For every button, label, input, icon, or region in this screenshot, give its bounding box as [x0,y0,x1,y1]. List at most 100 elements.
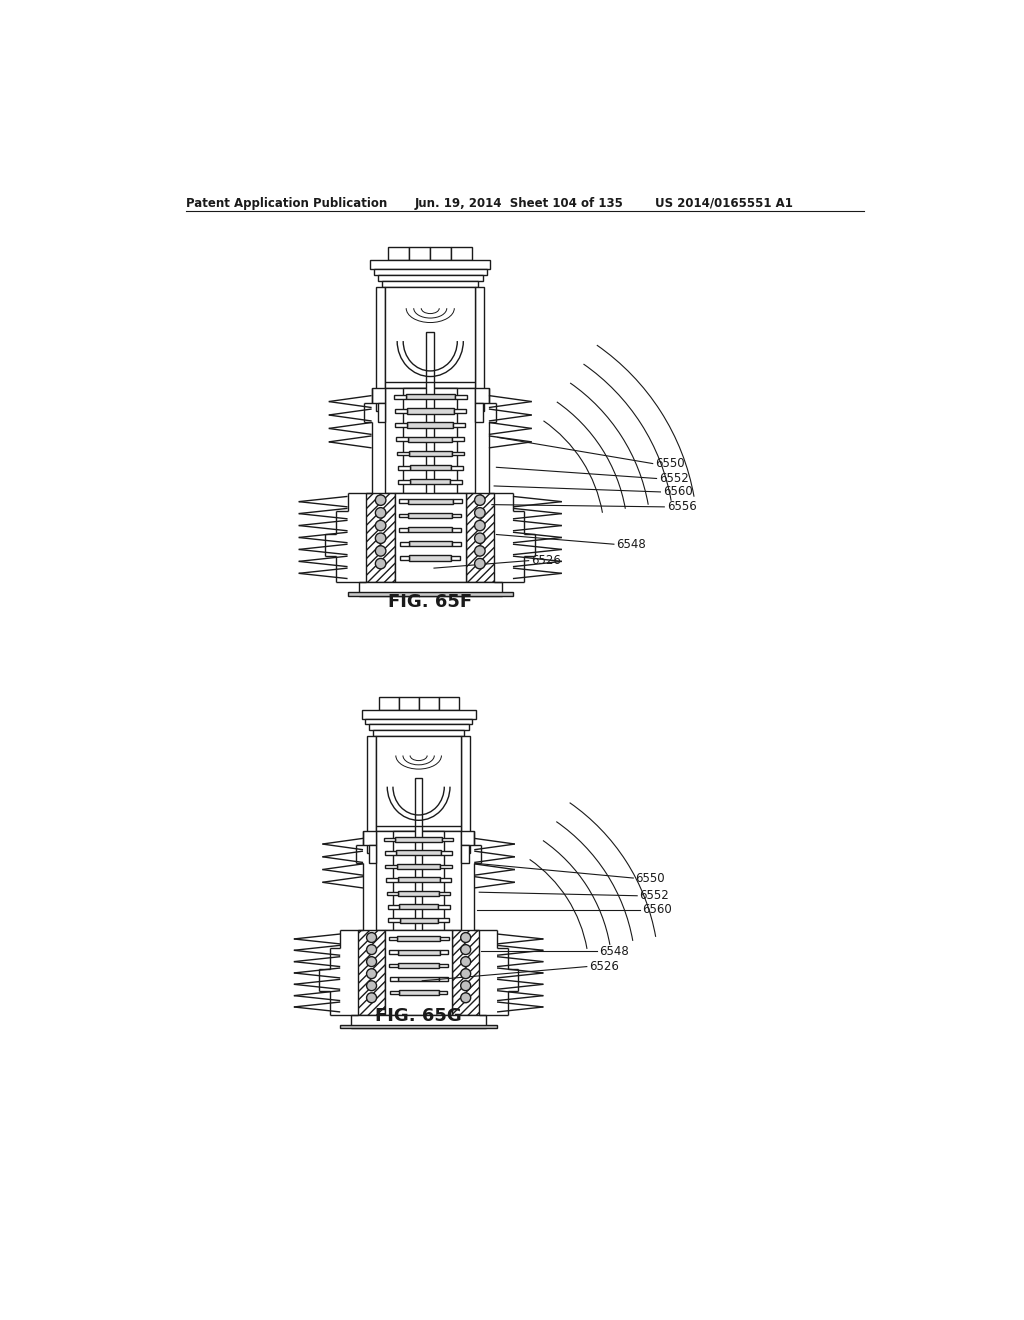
Bar [438,906,450,908]
Circle shape [376,558,386,569]
Bar [410,247,430,260]
Bar [439,977,447,981]
Bar [388,919,399,921]
Bar [397,863,440,869]
Bar [398,964,439,968]
Text: 6548: 6548 [599,945,629,957]
Bar [390,991,398,994]
Bar [369,725,469,730]
Bar [426,333,434,531]
Bar [439,950,449,954]
Bar [385,851,396,854]
Bar [398,697,419,710]
Bar [409,451,452,457]
Bar [351,1015,486,1028]
Circle shape [367,957,377,966]
Text: FIG. 65F: FIG. 65F [388,593,472,611]
Text: 6552: 6552 [640,890,670,903]
Bar [395,492,466,582]
Bar [398,480,411,483]
Bar [382,281,478,288]
Bar [475,288,484,411]
Circle shape [461,969,471,978]
Bar [407,408,454,413]
Circle shape [461,981,471,991]
Circle shape [474,533,485,544]
Bar [462,735,470,853]
Bar [398,499,408,503]
Bar [410,465,451,470]
Bar [406,395,455,400]
Bar [378,403,385,421]
Bar [390,977,398,981]
Bar [453,437,465,441]
Bar [451,466,463,470]
Bar [385,931,453,1015]
Bar [415,779,422,966]
Bar [437,919,449,921]
Bar [394,409,407,413]
Bar [453,513,462,517]
Bar [410,556,452,561]
Bar [387,891,398,895]
Bar [408,422,454,428]
Bar [419,697,438,710]
Bar [396,437,409,441]
Bar [439,964,447,968]
Circle shape [367,969,377,978]
Bar [385,865,397,869]
Text: 6526: 6526 [589,960,618,973]
Bar [367,492,395,582]
Circle shape [474,495,485,506]
Bar [462,845,469,863]
Circle shape [461,993,471,1003]
Bar [409,513,453,517]
Bar [453,499,462,503]
Bar [439,878,451,882]
Text: 6560: 6560 [663,486,692,499]
Bar [396,451,409,455]
Bar [385,288,475,388]
Bar [366,718,472,725]
Bar [372,388,385,403]
Text: 6550: 6550 [636,871,666,884]
Bar [439,891,451,895]
Text: 6550: 6550 [655,457,685,470]
Bar [438,697,459,710]
Circle shape [474,508,485,517]
Circle shape [474,520,485,531]
Bar [395,424,408,426]
Text: FIG. 65G: FIG. 65G [375,1007,462,1026]
Bar [455,395,467,399]
Circle shape [367,945,377,954]
Bar [347,591,513,595]
Bar [399,904,438,909]
Bar [397,936,440,941]
Text: Jun. 19, 2014  Sheet 104 of 135: Jun. 19, 2014 Sheet 104 of 135 [415,197,624,210]
Bar [430,247,452,260]
Bar [398,990,438,995]
Bar [451,480,462,483]
Bar [408,499,453,504]
Bar [452,556,461,560]
Bar [398,977,439,982]
Bar [398,891,439,896]
Bar [388,906,399,908]
Bar [440,937,449,940]
Bar [438,991,447,994]
Circle shape [474,558,485,569]
Bar [364,832,376,845]
Bar [379,697,398,710]
Bar [368,735,376,853]
Bar [466,492,495,582]
Circle shape [367,933,377,942]
Bar [411,479,451,484]
Bar [452,543,461,545]
Circle shape [376,508,386,517]
Circle shape [367,981,377,991]
Bar [475,388,488,403]
Bar [441,851,453,854]
Bar [397,878,439,882]
Bar [369,845,376,863]
Bar [384,838,395,841]
